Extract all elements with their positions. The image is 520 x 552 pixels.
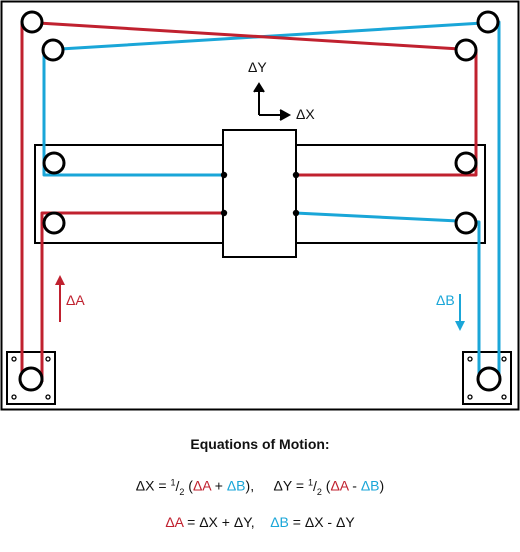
- eq-da: ΔA: [165, 514, 184, 530]
- equation-ab-from-xy: ΔA = ΔX + ΔY, ΔB = ΔX - ΔY: [0, 514, 520, 530]
- pulley: [454, 151, 478, 175]
- eq-da-rhs: = ΔX + ΔY,: [183, 514, 255, 530]
- belt-anchor: [220, 171, 228, 179]
- axes-indicator: [253, 82, 292, 121]
- pulley: [41, 38, 65, 62]
- label-db: ΔB: [436, 292, 455, 308]
- eq-da: ΔA: [330, 477, 349, 494]
- eq-db-rhs: = ΔX - ΔY: [288, 514, 355, 530]
- belt-anchor: [220, 209, 228, 217]
- eq-db: ΔB: [360, 477, 380, 494]
- pulley: [42, 151, 66, 175]
- motor-pulley-b: [476, 366, 502, 392]
- label-dx: ΔX: [296, 106, 315, 122]
- belt-anchor: [292, 171, 300, 179]
- arrow-up-icon: [55, 275, 65, 322]
- carriage: [222, 129, 297, 258]
- pulley: [42, 211, 66, 235]
- pulley: [454, 38, 478, 62]
- label-da: ΔA: [66, 292, 85, 308]
- outer-frame: [0, 0, 520, 411]
- label-dy: ΔY: [248, 59, 267, 75]
- eq-db: ΔB: [270, 514, 289, 530]
- motor-pulley-a: [18, 366, 44, 392]
- corexy-diagram: ΔY ΔX ΔA ΔB: [0, 0, 520, 411]
- equations-title: Equations of Motion:: [190, 436, 330, 452]
- pulley: [20, 10, 44, 34]
- pulley: [454, 211, 478, 235]
- eq-db: ΔB: [226, 477, 246, 494]
- pulley: [476, 10, 500, 34]
- eq-dy-lhs: ΔY =: [273, 477, 308, 494]
- eq-da: ΔA: [192, 477, 211, 494]
- half-fraction: 1/2: [307, 477, 322, 497]
- half-fraction: 1/2: [170, 477, 185, 497]
- arrow-down-icon: [455, 294, 465, 331]
- eq-dx-lhs: ΔX =: [135, 477, 171, 494]
- motor-a: [6, 351, 56, 405]
- equation-xy-from-ab: ΔX = 1/2 (ΔA + ΔB), ΔY = 1/2 (ΔA - ΔB): [135, 477, 385, 497]
- belt-anchor: [292, 209, 300, 217]
